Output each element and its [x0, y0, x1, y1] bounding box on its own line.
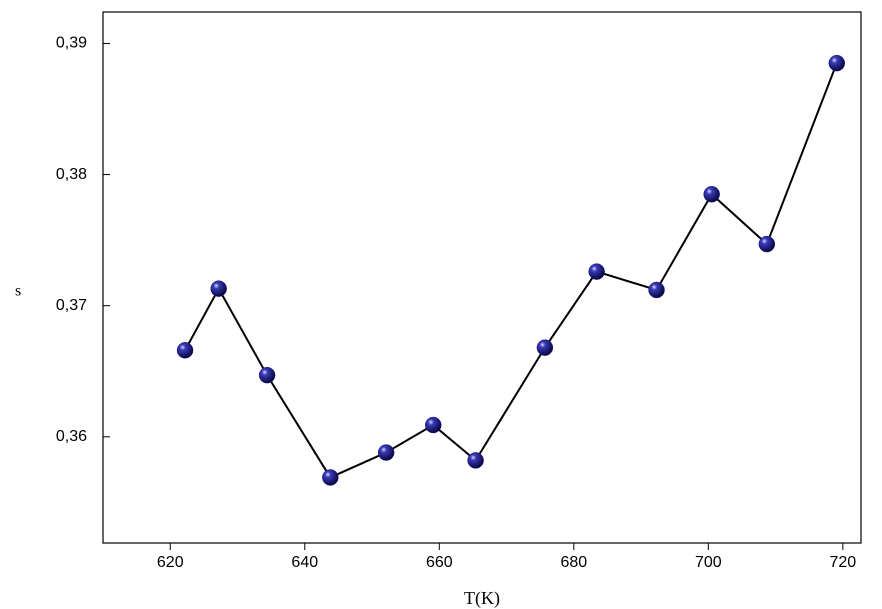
x-tick-label: 620 [157, 554, 184, 571]
y-tick-label: 0,39 [56, 35, 87, 52]
data-point [759, 236, 775, 252]
y-tick-label: 0,36 [56, 428, 87, 445]
data-point [378, 445, 394, 461]
data-line [185, 63, 837, 477]
x-axis-label: T(K) [464, 588, 500, 609]
data-point [468, 452, 484, 468]
data-point [537, 340, 553, 356]
y-tick-label: 0,38 [56, 166, 87, 183]
y-axis-label: s [15, 283, 21, 300]
data-point [829, 55, 845, 71]
data-point [259, 367, 275, 383]
data-point [211, 281, 227, 297]
x-tick-label: 720 [829, 554, 856, 571]
x-tick-label: 700 [695, 554, 722, 571]
data-point [649, 282, 665, 298]
y-tick-label: 0,37 [56, 297, 87, 314]
data-point [177, 342, 193, 358]
chart: s T(K) 620 640 660 680 700 720 0,36 0,37 0,38 0,3… [0, 0, 882, 609]
x-tick-label: 680 [560, 554, 587, 571]
data-point [425, 417, 441, 433]
data-point [704, 186, 720, 202]
x-tick-label: 640 [291, 554, 318, 571]
data-point [589, 264, 605, 280]
data-point [322, 469, 338, 485]
x-tick-label: 660 [426, 554, 453, 571]
